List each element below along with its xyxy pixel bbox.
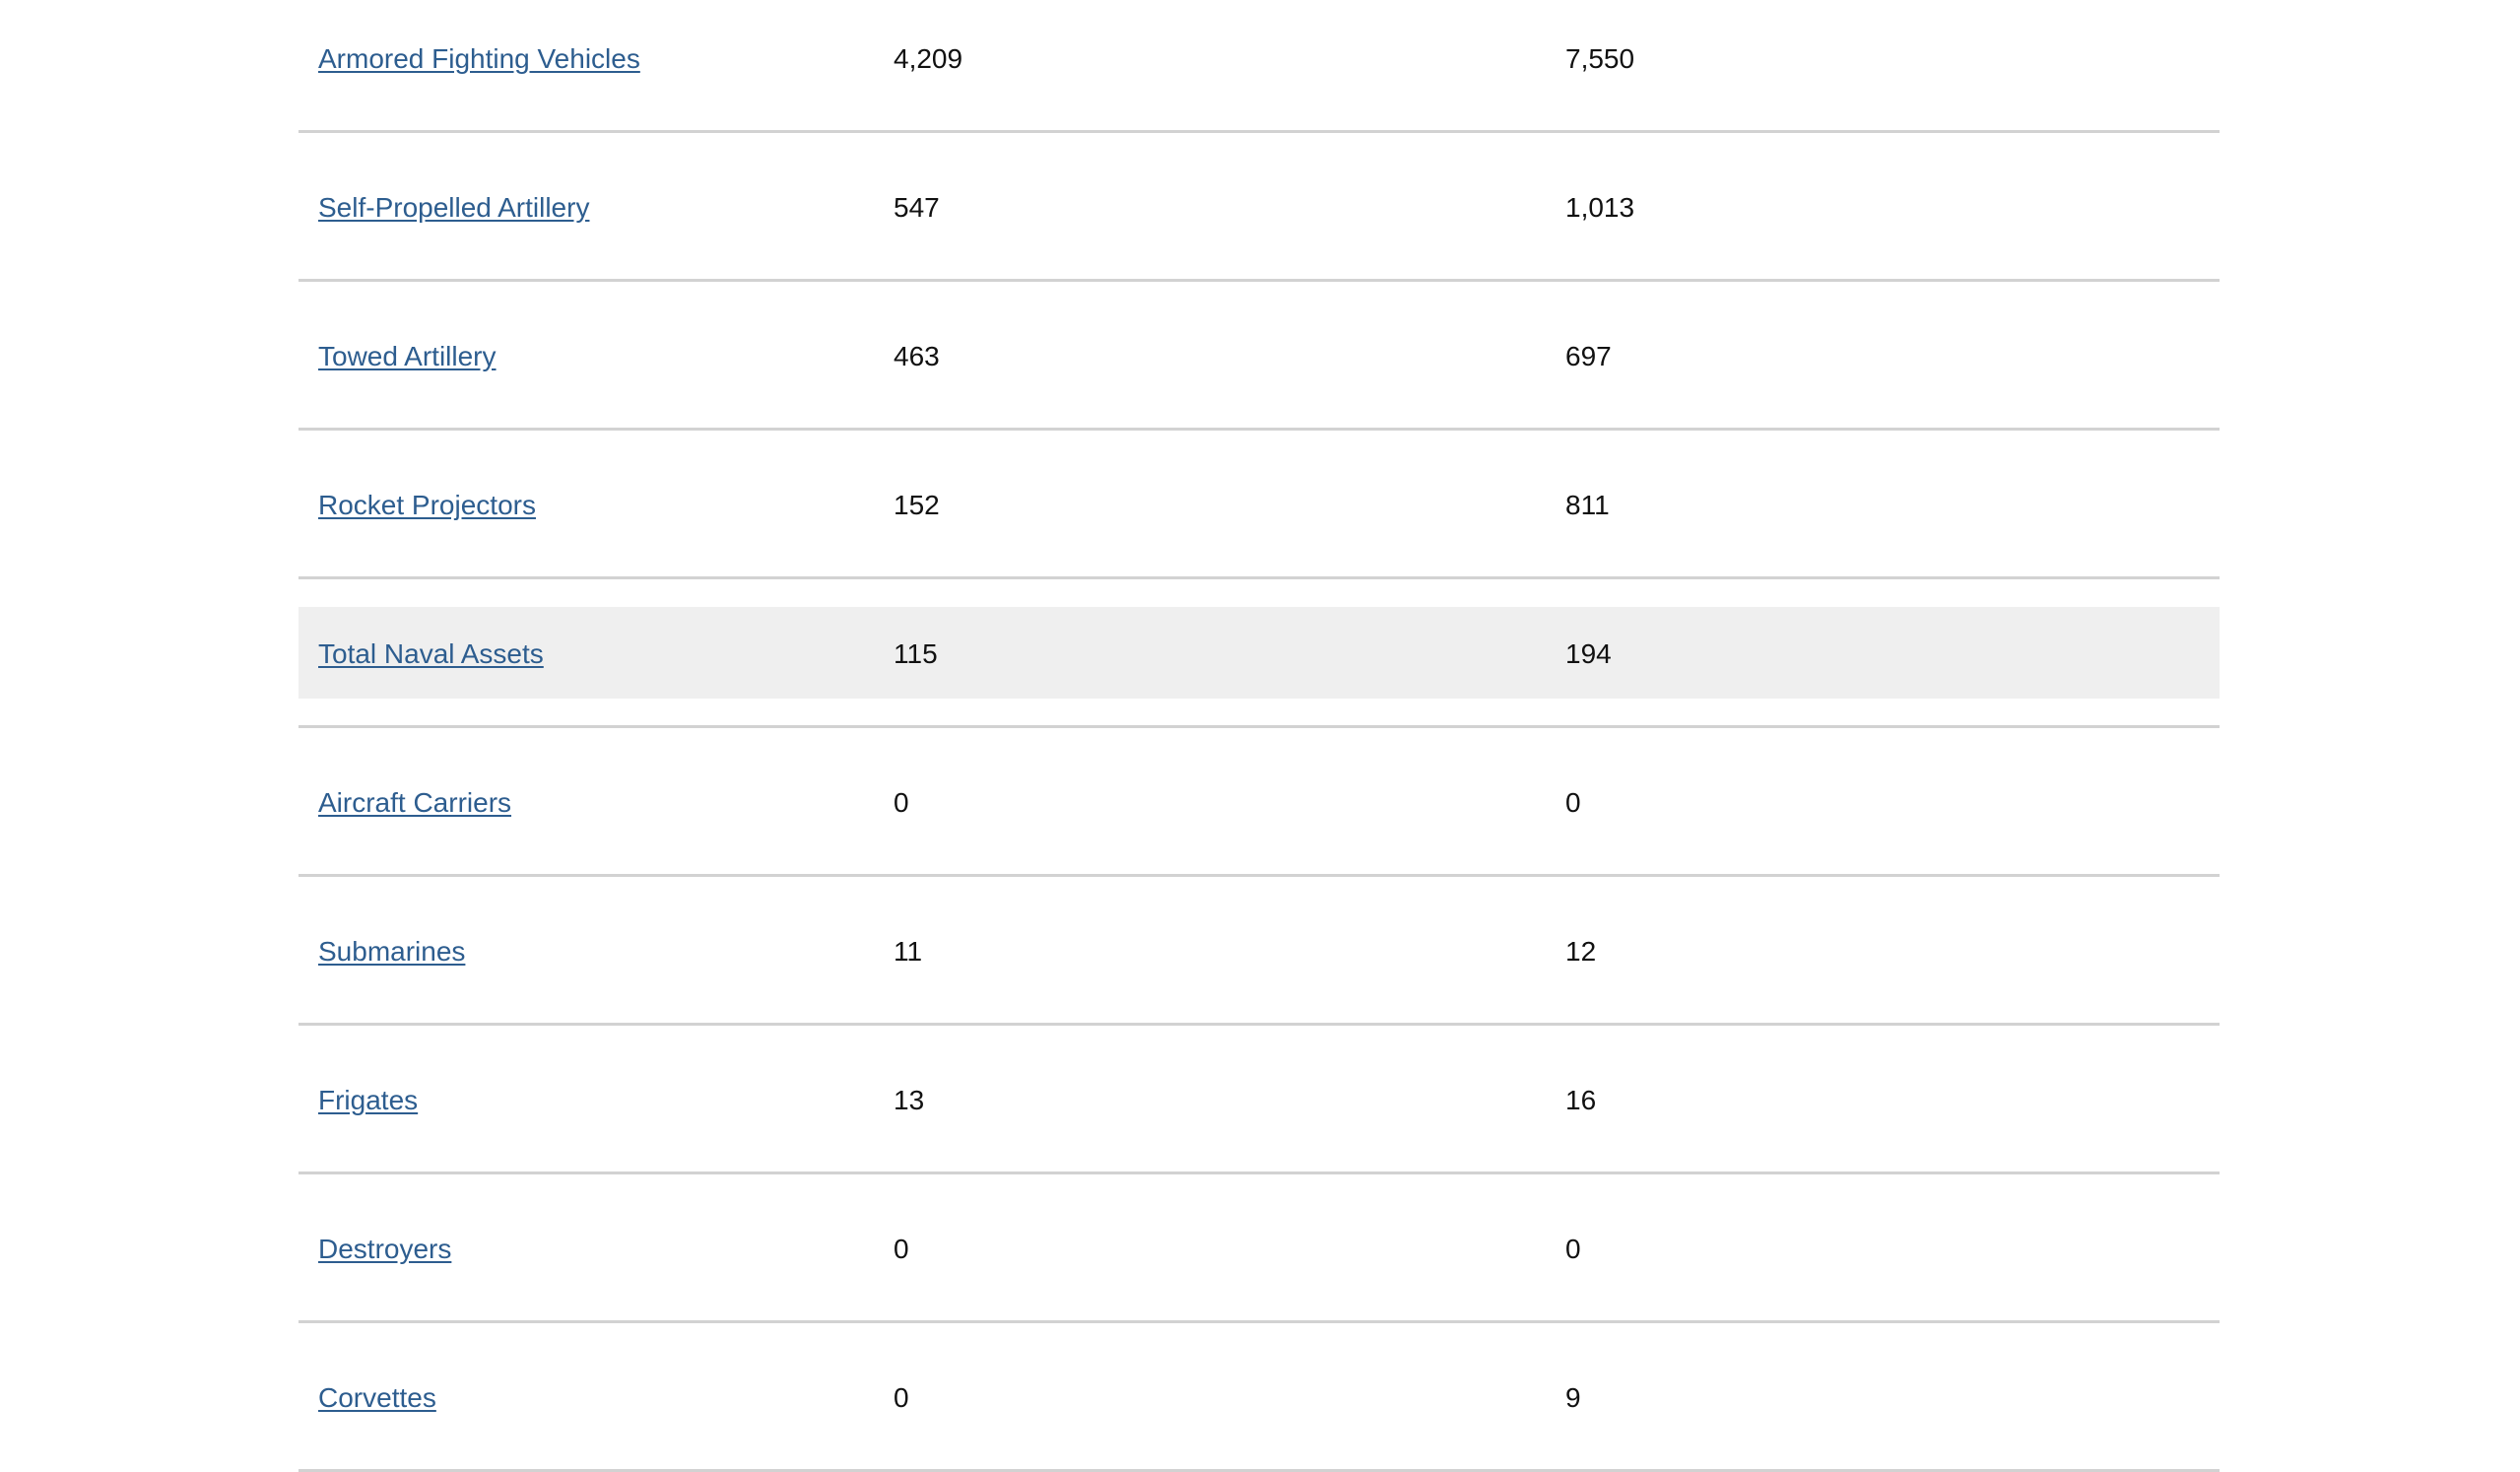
row-value-col3: 1,013 (1565, 192, 1635, 223)
row-label-cell: Rocket Projectors (318, 431, 536, 579)
table-row-highlighted: Total Naval Assets 115 194 (298, 579, 2220, 728)
row-background (298, 607, 2220, 699)
row-value-col2: 11 (894, 936, 923, 967)
row-background (298, 904, 2220, 996)
row-background (298, 756, 2220, 847)
row-label-link[interactable]: Aircraft Carriers (318, 787, 512, 818)
table-row: Destroyers 0 0 (298, 1174, 2220, 1323)
row-value-col3: 0 (1565, 1234, 1581, 1264)
row-value-col2: 13 (894, 1085, 925, 1115)
row-value-col2: 463 (894, 341, 940, 371)
row-value-col3: 194 (1565, 638, 1612, 669)
row-label-link[interactable]: Corvettes (318, 1382, 436, 1413)
table-row: Corvettes 0 9 (298, 1323, 2220, 1472)
row-label-cell: Aircraft Carriers (318, 728, 511, 877)
row-label-link[interactable]: Armored Fighting Vehicles (318, 43, 640, 74)
row-value-col2: 0 (894, 1382, 909, 1413)
table-row: Frigates 13 16 (298, 1026, 2220, 1174)
row-value-col3: 7,550 (1565, 43, 1635, 74)
comparison-table: Armored Fighting Vehicles 4,209 7,550 Self-… (298, 0, 2220, 1472)
row-value-col3: 16 (1565, 1085, 1597, 1115)
row-value-col3: 811 (1565, 490, 1610, 520)
table-row: Submarines 11 12 (298, 877, 2220, 1026)
table-row: Armored Fighting Vehicles 4,209 7,550 (298, 0, 2220, 133)
row-label-cell: Towed Artillery (318, 282, 497, 431)
row-value-col2: 0 (894, 1234, 909, 1264)
row-label-cell: Corvettes (318, 1323, 436, 1472)
row-background (298, 1202, 2220, 1294)
row-value-col2: 152 (894, 490, 940, 520)
row-value-col2: 115 (894, 638, 938, 669)
row-value-col3: 697 (1565, 341, 1612, 371)
row-value-col2: 4,209 (894, 43, 963, 74)
row-value-col2: 0 (894, 787, 909, 818)
row-label-link[interactable]: Total Naval Assets (318, 638, 544, 669)
row-label-link[interactable]: Submarines (318, 936, 466, 967)
table-row: Rocket Projectors 152 811 (298, 431, 2220, 579)
table-row: Self-Propelled Artillery 547 1,013 (298, 133, 2220, 282)
row-label-link[interactable]: Rocket Projectors (318, 490, 536, 520)
row-label-cell: Self-Propelled Artillery (318, 133, 589, 282)
row-background (298, 458, 2220, 550)
row-background (298, 309, 2220, 401)
row-label-link[interactable]: Frigates (318, 1085, 419, 1115)
table-row: Towed Artillery 463 697 (298, 282, 2220, 431)
row-label-cell: Submarines (318, 877, 465, 1026)
table-row: Aircraft Carriers 0 0 (298, 728, 2220, 877)
row-label-link[interactable]: Towed Artillery (318, 341, 497, 371)
row-value-col3: 0 (1565, 787, 1581, 818)
row-value-col2: 547 (894, 192, 940, 223)
row-label-cell: Destroyers (318, 1174, 451, 1323)
row-background (298, 1053, 2220, 1145)
row-label-link[interactable]: Self-Propelled Artillery (318, 192, 590, 223)
row-value-col3: 12 (1565, 936, 1597, 967)
row-background (298, 1351, 2220, 1442)
row-label-link[interactable]: Destroyers (318, 1234, 452, 1264)
row-label-cell: Armored Fighting Vehicles (318, 0, 640, 133)
row-value-col3: 9 (1565, 1382, 1581, 1413)
row-label-cell: Frigates (318, 1026, 418, 1174)
row-label-cell: Total Naval Assets (318, 579, 544, 728)
